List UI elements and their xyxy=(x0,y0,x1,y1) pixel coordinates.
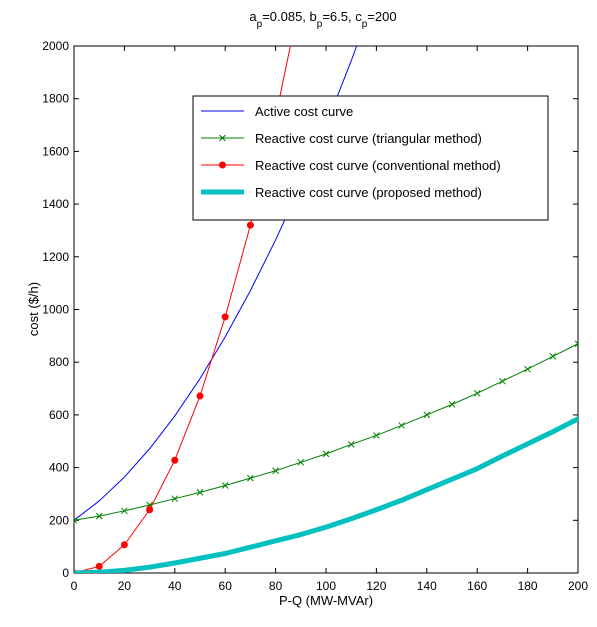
data-point xyxy=(96,563,102,569)
x-tick-label: 180 xyxy=(518,579,538,593)
y-tick-label: 1600 xyxy=(42,144,69,158)
y-tick-label: 1400 xyxy=(42,197,69,211)
legend-label: Reactive cost curve (triangular method) xyxy=(255,131,482,146)
y-tick-label: 1000 xyxy=(42,303,69,317)
data-point xyxy=(222,314,228,320)
legend-label: Reactive cost curve (conventional method… xyxy=(255,158,501,173)
y-tick-label: 200 xyxy=(49,513,69,527)
x-tick-label: 160 xyxy=(467,579,487,593)
title-part: =6.5, xyxy=(322,9,355,24)
y-tick-label: 400 xyxy=(49,461,69,475)
y-tick-label: 1200 xyxy=(42,250,69,264)
x-tick-label: 80 xyxy=(269,579,283,593)
legend-label: Active cost curve xyxy=(255,104,353,119)
legend: Active cost curve Reactive cost curve (tr… xyxy=(193,96,548,220)
y-tick-label: 600 xyxy=(49,408,69,422)
data-point xyxy=(172,457,178,463)
legend-label: Reactive cost curve (proposed method) xyxy=(255,185,482,200)
title-part: =0.085, xyxy=(262,9,309,24)
data-point xyxy=(147,507,153,513)
y-tick-label: 800 xyxy=(49,355,69,369)
title-part: b xyxy=(310,9,317,24)
x-tick-label: 100 xyxy=(316,579,336,593)
x-tick-label: 40 xyxy=(168,579,182,593)
y-tick-label: 1800 xyxy=(42,92,69,106)
data-point xyxy=(247,222,253,228)
x-tick-label: 120 xyxy=(366,579,386,593)
data-point xyxy=(220,162,226,168)
x-tick-label: 140 xyxy=(417,579,437,593)
y-axis-label: cost ($/h) xyxy=(26,282,41,336)
x-tick-label: 200 xyxy=(568,579,588,593)
x-tick-label: 60 xyxy=(219,579,233,593)
data-point xyxy=(197,393,203,399)
title-part: =200 xyxy=(367,9,396,24)
y-tick-label: 0 xyxy=(62,566,69,580)
y-tick-label: 2000 xyxy=(42,39,69,53)
x-tick-label: 0 xyxy=(71,579,78,593)
data-point xyxy=(121,542,127,548)
x-tick-label: 20 xyxy=(118,579,132,593)
x-axis-label: P-Q (MW-MVAr) xyxy=(279,593,373,608)
